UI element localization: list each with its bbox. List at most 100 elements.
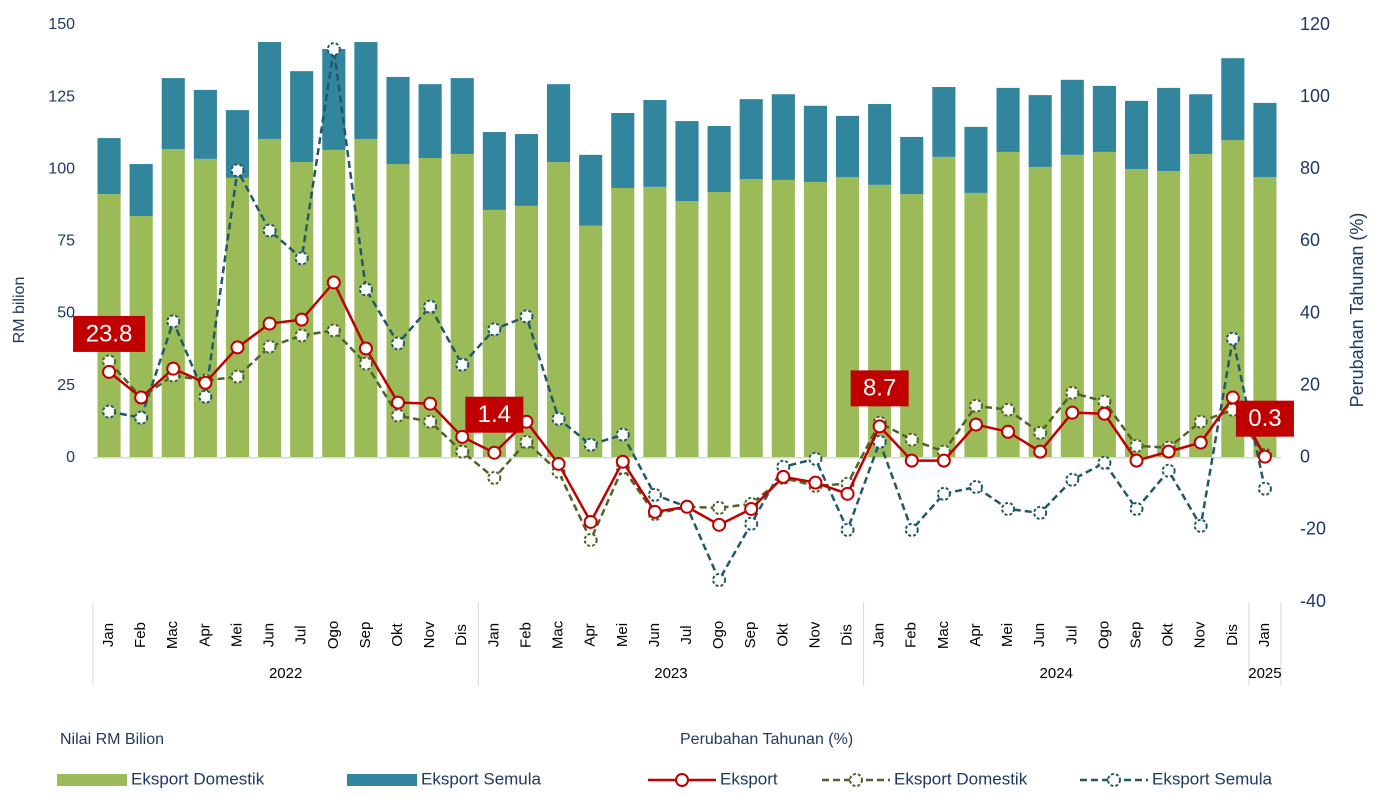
line-marker <box>1193 414 1208 429</box>
y-tick-label: 50 <box>57 305 75 322</box>
bar <box>932 156 956 458</box>
line-marker <box>134 410 149 425</box>
bar <box>739 99 763 180</box>
bar <box>739 179 763 458</box>
line-marker <box>358 356 373 371</box>
x-tick-label: Mei <box>614 623 631 647</box>
bar <box>1221 140 1245 458</box>
bar <box>514 205 539 458</box>
y2-tick-label: 80 <box>1300 158 1320 178</box>
line-marker <box>872 419 887 434</box>
x-tick-label: Jan <box>100 623 117 647</box>
line-marker <box>712 517 727 532</box>
bar <box>1124 100 1149 169</box>
value-label: 1.4 <box>478 401 511 428</box>
x-tick-label: Okt <box>1160 623 1177 647</box>
y-tick-label: 75 <box>57 233 75 250</box>
y-tick-label: 125 <box>48 88 75 105</box>
line-marker <box>262 316 277 331</box>
line-marker <box>712 500 727 515</box>
bar <box>258 42 282 139</box>
bar <box>643 100 667 187</box>
value-label: 0.3 <box>1248 405 1281 432</box>
bar <box>1157 170 1181 458</box>
x-tick-label: Jul <box>678 625 695 644</box>
legend-label: Eksport <box>720 769 778 788</box>
y2-tick-label: 120 <box>1300 14 1330 34</box>
line-marker <box>615 427 630 442</box>
y-tick-label: 150 <box>48 16 75 33</box>
line-marker <box>519 434 534 449</box>
bar <box>225 110 250 178</box>
x-tick-label: Okt <box>774 623 791 647</box>
legend-group-title: Perubahan Tahunan (%) <box>680 731 853 748</box>
bar <box>354 138 378 458</box>
legend-swatch <box>57 774 127 786</box>
line-marker <box>744 501 759 516</box>
x-tick-label: Jun <box>1031 623 1048 647</box>
bar <box>1092 85 1116 152</box>
line-marker <box>872 434 887 449</box>
x-tick-label: Feb <box>517 622 534 648</box>
x-tick-label: Mac <box>164 620 181 649</box>
legend-label: Eksport Semula <box>421 769 542 788</box>
x-tick-label: Ogo <box>325 621 342 649</box>
bar <box>482 132 506 210</box>
x-tick-label: Ogo <box>1095 621 1112 649</box>
line-marker <box>808 451 823 466</box>
line-marker <box>1033 425 1048 440</box>
line-marker <box>904 453 919 468</box>
bar <box>579 154 603 226</box>
x-tick-label: Apr <box>196 623 213 646</box>
line-marker <box>840 486 855 501</box>
bar <box>1028 166 1052 458</box>
bar <box>771 94 795 180</box>
bar <box>643 186 667 458</box>
line-marker <box>166 314 181 329</box>
line-marker <box>294 312 309 327</box>
line-marker <box>1001 501 1016 516</box>
line-marker <box>1065 385 1080 400</box>
bar <box>835 177 860 458</box>
legend-label: Eksport Domestik <box>894 769 1028 788</box>
line-marker <box>904 432 919 447</box>
bar <box>258 138 282 458</box>
line-marker <box>968 479 983 494</box>
x-tick-label: Sep <box>742 622 759 649</box>
line-marker <box>1001 424 1016 439</box>
line-marker <box>583 532 598 547</box>
value-label: 8.7 <box>863 375 896 402</box>
line-marker <box>808 475 823 490</box>
x-tick-label: Jun <box>261 623 278 647</box>
line-marker <box>615 454 630 469</box>
line-marker <box>230 369 245 384</box>
legend-label: Eksport Semula <box>1152 769 1273 788</box>
bar <box>225 177 250 458</box>
x-group-label: 2024 <box>1040 665 1073 682</box>
line-marker <box>551 456 566 471</box>
y2-axis-label: Perubahan Tahunan (%) <box>1347 213 1367 408</box>
line-marker <box>230 340 245 355</box>
bar <box>1189 94 1213 154</box>
line-marker <box>487 322 502 337</box>
x-group-label: 2022 <box>269 665 302 682</box>
bar <box>1060 79 1084 155</box>
line-marker <box>423 396 438 411</box>
line-marker <box>294 251 309 266</box>
line-marker <box>744 516 759 531</box>
bar <box>611 112 635 189</box>
line-marker <box>1193 435 1208 450</box>
bar <box>1253 177 1277 458</box>
y2-tick-label: 20 <box>1300 374 1320 394</box>
x-tick-label: Jan <box>1256 623 1273 647</box>
line-marker <box>1257 449 1272 464</box>
line-marker <box>583 437 598 452</box>
line-marker <box>519 309 534 324</box>
line-marker <box>455 444 470 459</box>
x-tick-label: Sep <box>1127 622 1144 649</box>
line-marker <box>1225 331 1240 346</box>
line-marker <box>776 459 791 474</box>
bar <box>1253 102 1277 178</box>
line-marker <box>230 163 245 178</box>
line-marker <box>487 470 502 485</box>
